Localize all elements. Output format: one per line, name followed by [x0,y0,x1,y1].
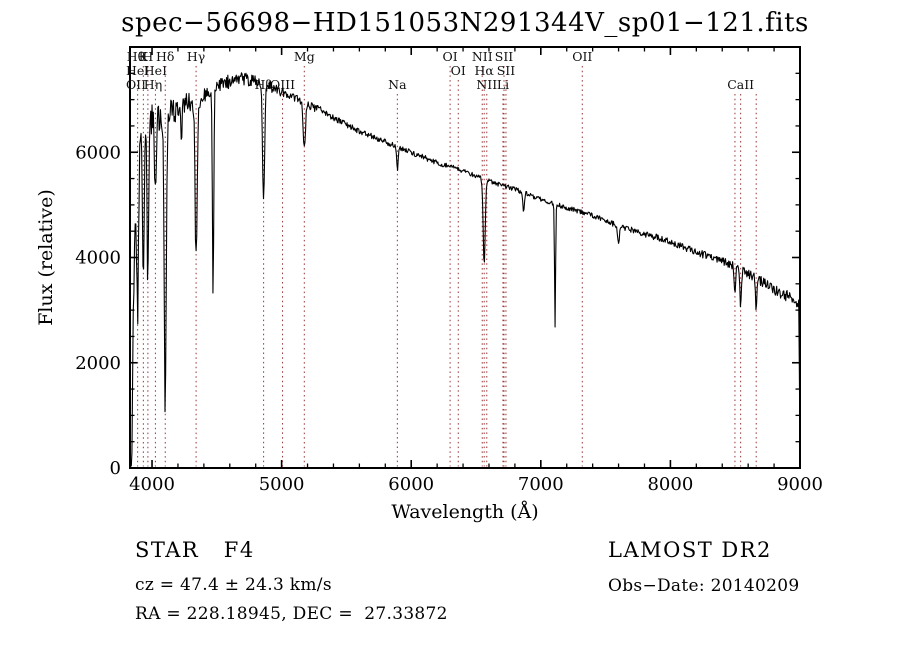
spectral-line-label: K [139,49,149,64]
spectral-line-label: Hδ [156,49,174,64]
spectral-line-label: SII [495,49,514,64]
x-tick-label: 7000 [518,474,564,495]
x-tick-label: 5000 [259,474,305,495]
spectral-line-label: Hγ [187,49,205,64]
spectral-line-label: HeI [144,63,167,78]
obs-date: Obs−Date: 20140209 [608,576,800,596]
spectral-line-label: SII [497,63,516,78]
spectrum-plot: 4000 5000 6000 7000 8000 9000 0 2000 4000 6000 OII… [35,46,823,523]
object-class-label: STAR F4 [135,538,255,562]
spectral-line-label: OI [451,63,466,78]
x-tick-label: 6000 [388,474,434,495]
spectral-line-label: Hη [144,77,162,92]
spectral-line-label: NII [476,77,497,92]
spectral-line-label: NII [472,49,493,64]
spectral-line-label: OI [443,49,458,64]
plot-frame [129,46,801,469]
y-tick-label: 0 [110,458,121,479]
y-tick-label: 4000 [75,248,121,269]
x-tick-label: 4000 [129,474,175,495]
spectrum-line [129,72,801,467]
survey-label: LAMOST DR2 [608,538,772,562]
spectral-line-label: Na [388,77,407,92]
spectral-line-label: OII [126,77,146,92]
spectral-line-label: OII [572,49,592,64]
plot-title: spec−56698−HD151053N291344V_sp01−121.fit… [121,8,809,38]
x-axis-title: Wavelength (Å) [391,501,538,523]
x-tick-label: 9000 [777,474,823,495]
spectral-line-label: Hθ [127,49,145,64]
spectral-line-label: Li [497,77,509,92]
spectral-line-label: Hα [475,63,495,78]
y-tick-label: 2000 [75,353,121,374]
y-tick-label: 6000 [75,142,121,163]
spectral-line-label: Mg [294,49,315,64]
spectral-line-label: CaII [727,77,754,92]
spectral-line-label: H [142,49,153,64]
x-tick-label: 8000 [647,474,693,495]
y-axis-title: Flux (relative) [35,189,57,326]
ra-dec-value: RA = 228.18945, DEC = 27.33872 [135,604,448,624]
cz-value: cz = 47.4 ± 24.3 km/s [135,575,332,595]
